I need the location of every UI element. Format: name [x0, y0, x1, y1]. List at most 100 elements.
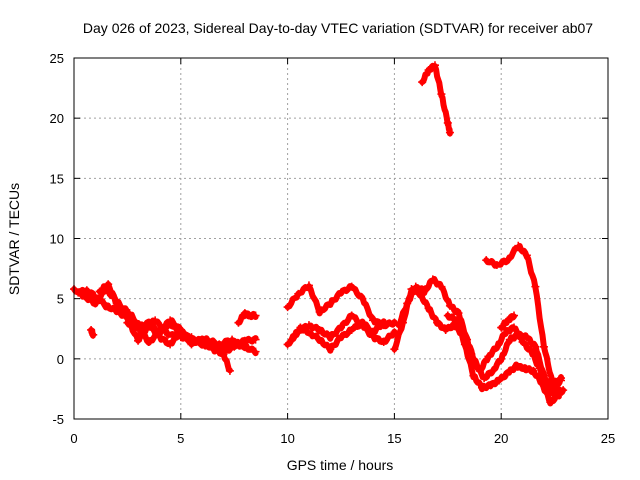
data-point-marker — [510, 323, 519, 332]
data-point-marker — [531, 342, 540, 351]
data-point-marker — [411, 282, 420, 291]
data-point-marker — [189, 337, 198, 346]
series-line-track-4 — [96, 281, 259, 357]
data-point-marker — [522, 333, 531, 342]
data-point-marker — [548, 378, 557, 387]
series-group — [70, 61, 568, 407]
y-tick-label: 5 — [57, 292, 64, 307]
data-point-marker — [240, 309, 249, 318]
y-tick-label: 0 — [57, 352, 64, 367]
data-point-marker — [123, 318, 132, 327]
data-point-marker — [379, 318, 388, 327]
data-point-marker — [379, 337, 388, 346]
data-point-marker — [240, 342, 249, 351]
y-tick-label: 25 — [50, 51, 64, 66]
data-point-marker — [91, 292, 100, 301]
data-point-marker — [433, 318, 442, 327]
data-point-marker — [424, 66, 433, 75]
data-point-marker — [315, 325, 324, 334]
data-point-marker — [480, 374, 489, 383]
data-point-marker — [557, 376, 566, 385]
y-axis-label: SDTVAR / TECUs — [6, 183, 22, 295]
data-point-marker — [151, 316, 160, 325]
x-tick-label: 5 — [177, 431, 184, 446]
grid — [74, 58, 608, 419]
data-point-marker — [492, 260, 501, 269]
data-point-marker — [501, 328, 510, 337]
data-point-marker — [539, 371, 548, 380]
data-point-marker — [437, 282, 446, 291]
x-tick-label: 15 — [387, 431, 401, 446]
data-point-marker — [104, 280, 113, 289]
data-point-marker — [503, 256, 512, 265]
data-point-marker — [503, 369, 512, 378]
data-point-marker — [166, 340, 175, 349]
data-point-marker — [202, 335, 211, 344]
data-point-marker — [512, 362, 521, 371]
data-point-marker — [486, 381, 495, 390]
data-point-marker — [304, 281, 313, 290]
data-point-marker — [347, 282, 356, 291]
data-point-marker — [315, 335, 324, 344]
data-point-marker — [559, 386, 568, 395]
data-point-marker — [304, 328, 313, 337]
data-point-marker — [251, 335, 260, 344]
data-point-marker — [437, 90, 446, 99]
data-point-marker — [95, 287, 104, 296]
data-point-marker — [514, 330, 523, 339]
data-point-marker — [390, 345, 399, 354]
series-line-track-9 — [288, 318, 387, 354]
data-point-marker — [326, 333, 335, 342]
data-point-marker — [484, 352, 493, 361]
data-point-marker — [176, 333, 185, 342]
data-point-marker — [369, 316, 378, 325]
series-line-track-6 — [235, 309, 259, 326]
x-tick-label: 0 — [70, 431, 77, 446]
y-tick-label: 20 — [50, 111, 64, 126]
data-point-marker — [492, 342, 501, 351]
data-point-marker — [503, 316, 512, 325]
data-point-marker — [283, 303, 292, 312]
chart-title: Day 026 of 2023, Sidereal Day-to-day VTE… — [83, 20, 593, 36]
data-point-marker — [477, 383, 486, 392]
data-point-marker — [358, 294, 367, 303]
data-point-marker — [87, 325, 96, 334]
data-point-marker — [482, 256, 491, 265]
x-tick-label: 25 — [601, 431, 615, 446]
x-tick-label: 10 — [280, 431, 294, 446]
data-point-marker — [163, 330, 172, 339]
data-point-marker — [228, 335, 237, 344]
data-point-marker — [452, 316, 461, 325]
x-tick-label: 20 — [494, 431, 508, 446]
data-point-marker — [138, 325, 147, 334]
y-tick-label: -5 — [52, 412, 64, 427]
data-point-marker — [215, 340, 224, 349]
data-point-marker — [488, 366, 497, 375]
data-point-marker — [337, 323, 345, 332]
data-point-marker — [497, 323, 506, 332]
data-point-marker — [495, 376, 504, 385]
data-point-marker — [505, 335, 514, 344]
data-point-marker — [454, 309, 463, 318]
data-point-marker — [428, 275, 437, 284]
data-point-marker — [315, 307, 324, 316]
data-point-marker — [445, 301, 454, 310]
y-tick-label: 10 — [50, 232, 64, 247]
data-point-marker — [347, 325, 356, 334]
series-line-track-11 — [395, 276, 564, 397]
data-point-marker — [337, 333, 345, 342]
data-point-marker — [219, 350, 228, 359]
x-axis-label: GPS time / hours — [287, 457, 394, 473]
data-point-marker — [166, 316, 175, 325]
data-point-marker — [497, 354, 506, 363]
axis-ticks: 0 5 10 15 20 25 -5 0 5 10 15 20 25 — [50, 51, 616, 446]
data-point-marker — [369, 328, 378, 337]
data-point-marker — [74, 288, 83, 297]
data-point-marker — [394, 321, 403, 330]
data-point-marker — [522, 251, 531, 260]
data-point-marker — [176, 325, 185, 334]
data-point-marker — [460, 340, 469, 349]
data-point-marker — [134, 336, 143, 345]
data-point-marker — [125, 309, 134, 318]
